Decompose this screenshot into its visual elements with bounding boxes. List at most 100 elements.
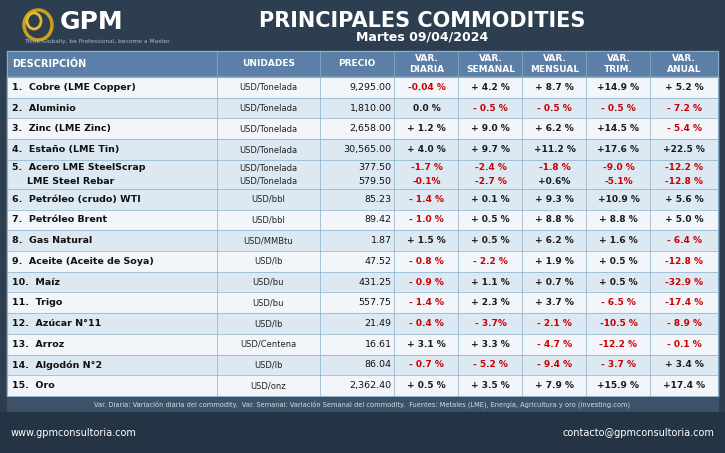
Text: + 8.8 %: + 8.8 % <box>599 216 638 224</box>
Text: -12.8 %: -12.8 % <box>666 177 703 186</box>
Text: + 3.1 %: + 3.1 % <box>407 340 446 349</box>
Text: -0.1%: -0.1% <box>413 177 441 186</box>
Text: VAR.
TRIM.: VAR. TRIM. <box>604 54 633 74</box>
Text: DESCRIPCIÓN: DESCRIPCIÓN <box>12 59 86 69</box>
Text: 89.42: 89.42 <box>365 216 392 224</box>
Text: 14.  Algodón N°2: 14. Algodón N°2 <box>12 360 102 370</box>
Bar <box>7 355 718 375</box>
Text: -32.9 %: -32.9 % <box>665 278 703 287</box>
Bar <box>7 210 718 230</box>
Text: 1.  Cobre (LME Copper): 1. Cobre (LME Copper) <box>12 83 136 92</box>
Text: USD/bu: USD/bu <box>252 278 284 287</box>
Bar <box>7 160 718 189</box>
Text: - 0.7 %: - 0.7 % <box>409 361 444 370</box>
Text: +17.4 %: +17.4 % <box>663 381 705 390</box>
Text: UNIDADES: UNIDADES <box>242 59 295 68</box>
Text: - 0.4 %: - 0.4 % <box>409 319 444 328</box>
Text: USD/MMBtu: USD/MMBtu <box>244 236 293 245</box>
Text: + 6.2 %: + 6.2 % <box>535 124 574 133</box>
Bar <box>7 251 718 272</box>
Text: + 0.5 %: + 0.5 % <box>471 236 510 245</box>
Text: 8.  Gas Natural: 8. Gas Natural <box>12 236 92 245</box>
Text: + 1.6 %: + 1.6 % <box>599 236 638 245</box>
Text: USD/bbl: USD/bbl <box>252 195 285 204</box>
Text: 2.  Aluminio: 2. Aluminio <box>12 104 75 113</box>
Text: - 2.1 %: - 2.1 % <box>537 319 572 328</box>
Text: 12.  Azúcar N°11: 12. Azúcar N°11 <box>12 319 102 328</box>
Text: USD/lb: USD/lb <box>254 361 283 370</box>
Bar <box>7 118 718 139</box>
Text: 9,295.00: 9,295.00 <box>349 83 392 92</box>
Text: PRECIO: PRECIO <box>339 59 376 68</box>
Text: 13.  Arroz: 13. Arroz <box>12 340 65 349</box>
Bar <box>7 375 718 396</box>
Text: USD/bbl: USD/bbl <box>252 216 285 224</box>
Text: Martes 09/04/2024: Martes 09/04/2024 <box>357 30 489 43</box>
Text: + 3.4 %: + 3.4 % <box>665 361 704 370</box>
Text: 1,810.00: 1,810.00 <box>349 104 392 113</box>
Text: + 7.9 %: + 7.9 % <box>535 381 574 390</box>
Text: -12.8 %: -12.8 % <box>666 257 703 266</box>
Text: - 0.8 %: - 0.8 % <box>409 257 444 266</box>
Text: 557.75: 557.75 <box>358 298 392 307</box>
Text: -10.5 %: -10.5 % <box>600 319 637 328</box>
Text: + 8.8 %: + 8.8 % <box>535 216 574 224</box>
Bar <box>7 313 718 334</box>
Text: - 5.4 %: - 5.4 % <box>667 124 702 133</box>
Text: - 4.7 %: - 4.7 % <box>537 340 572 349</box>
Text: 1.87: 1.87 <box>370 236 392 245</box>
Bar <box>7 189 718 210</box>
Text: + 0.5 %: + 0.5 % <box>471 216 510 224</box>
Text: 579.50: 579.50 <box>358 177 392 186</box>
Text: 4.  Estaño (LME Tin): 4. Estaño (LME Tin) <box>12 145 120 154</box>
Text: VAR.
ANUAL: VAR. ANUAL <box>667 54 702 74</box>
Text: www.gpmconsultoria.com: www.gpmconsultoria.com <box>11 428 137 438</box>
Bar <box>7 397 718 411</box>
Text: 21.49: 21.49 <box>365 319 392 328</box>
Text: -1.8 %: -1.8 % <box>539 163 571 172</box>
Text: + 5.0 %: + 5.0 % <box>665 216 703 224</box>
Text: - 6.4 %: - 6.4 % <box>667 236 702 245</box>
Text: +17.6 %: +17.6 % <box>597 145 639 154</box>
Text: +0.6%: +0.6% <box>538 177 571 186</box>
Text: -2.7 %: -2.7 % <box>475 177 507 186</box>
Text: + 3.7 %: + 3.7 % <box>535 298 574 307</box>
Text: Think Globally, be Professional, become a Master: Think Globally, be Professional, become … <box>24 39 170 43</box>
Text: +22.5 %: +22.5 % <box>663 145 705 154</box>
Text: -12.2 %: -12.2 % <box>666 163 703 172</box>
Text: 2,658.00: 2,658.00 <box>349 124 392 133</box>
Bar <box>7 293 718 313</box>
Text: VAR.
SEMANAL: VAR. SEMANAL <box>466 54 515 74</box>
Text: -5.1%: -5.1% <box>604 177 633 186</box>
Text: + 1.5 %: + 1.5 % <box>407 236 446 245</box>
Text: 30,565.00: 30,565.00 <box>344 145 392 154</box>
Bar <box>7 334 718 355</box>
Text: - 9.4 %: - 9.4 % <box>537 361 572 370</box>
Text: USD/Tonelada: USD/Tonelada <box>239 145 297 154</box>
Text: + 6.2 %: + 6.2 % <box>535 236 574 245</box>
Text: + 3.3 %: + 3.3 % <box>471 340 510 349</box>
Text: +15.9 %: +15.9 % <box>597 381 639 390</box>
Text: + 5.2 %: + 5.2 % <box>665 83 703 92</box>
Bar <box>7 230 718 251</box>
Text: USD/Tonelada: USD/Tonelada <box>239 83 297 92</box>
Text: +10.9 %: +10.9 % <box>597 195 639 204</box>
Bar <box>7 77 718 98</box>
Text: - 8.9 %: - 8.9 % <box>667 319 702 328</box>
Text: USD/Tonelada: USD/Tonelada <box>239 163 297 172</box>
Text: USD/Tonelada: USD/Tonelada <box>239 177 297 186</box>
Text: - 0.1 %: - 0.1 % <box>667 340 702 349</box>
Text: +14.9 %: +14.9 % <box>597 83 639 92</box>
Text: + 1.9 %: + 1.9 % <box>535 257 574 266</box>
Text: - 0.5 %: - 0.5 % <box>537 104 572 113</box>
Text: 377.50: 377.50 <box>358 163 392 172</box>
Text: 3.  Zinc (LME Zinc): 3. Zinc (LME Zinc) <box>12 124 111 133</box>
Text: VAR.
DIARIA: VAR. DIARIA <box>409 54 444 74</box>
Text: VAR.
MENSUAL: VAR. MENSUAL <box>530 54 579 74</box>
Text: Var. Diaria: Variación diaria del commodity.  Var. Semanal: Variación Semanal de: Var. Diaria: Variación diaria del commod… <box>94 400 631 408</box>
Text: 5.  Acero LME SteelScrap: 5. Acero LME SteelScrap <box>12 163 146 172</box>
Text: 7.  Petróleo Brent: 7. Petróleo Brent <box>12 216 107 224</box>
Text: - 5.2 %: - 5.2 % <box>473 361 508 370</box>
Text: 2,362.40: 2,362.40 <box>349 381 392 390</box>
Bar <box>7 51 718 77</box>
